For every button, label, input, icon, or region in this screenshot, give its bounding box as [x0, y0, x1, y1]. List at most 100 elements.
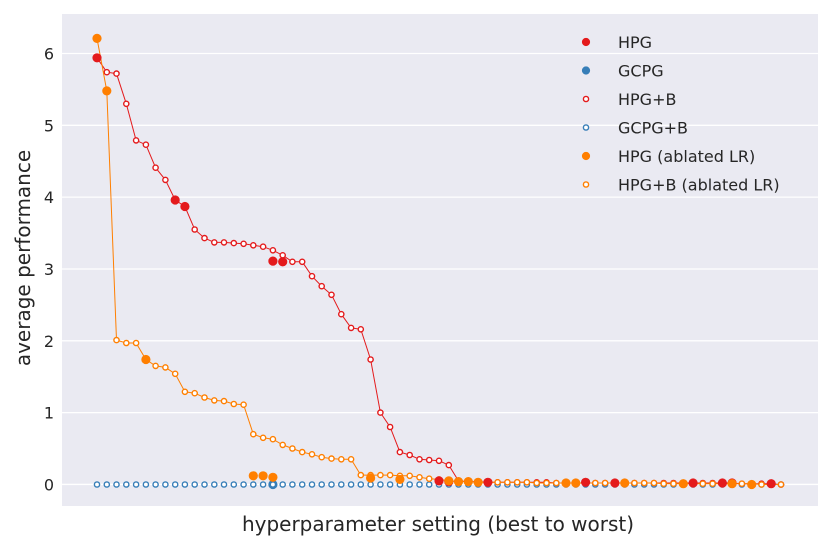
data-point: [396, 448, 404, 456]
data-point: [406, 472, 414, 480]
data-point: [435, 457, 443, 465]
data-point: [123, 100, 130, 108]
data-point: [758, 481, 765, 488]
data-point: [592, 479, 599, 487]
legend-item: HPG+B: [582, 90, 676, 109]
data-point: [279, 251, 287, 259]
data-point: [162, 481, 169, 488]
data-point: [92, 33, 102, 44]
data-point: [318, 282, 326, 290]
data-point: [717, 478, 728, 488]
data-point: [103, 481, 111, 488]
data-point: [191, 226, 198, 233]
data-point: [230, 239, 238, 247]
data-point: [483, 477, 493, 487]
y-tick-label: 0: [44, 475, 54, 494]
data-point: [366, 473, 376, 483]
data-point: [93, 481, 101, 488]
data-point: [123, 481, 130, 488]
data-point: [102, 86, 112, 96]
data-point: [494, 478, 501, 486]
data-point: [298, 258, 306, 266]
data-point: [132, 481, 140, 488]
data-point: [601, 479, 609, 487]
legend: HPG GCPG HPG+B GCPG+B HPG (ablated LR) HPG+B …: [581, 33, 780, 195]
data-point: [141, 354, 151, 365]
y-tick-label: 6: [44, 45, 54, 64]
data-point: [395, 474, 405, 485]
data-point: [201, 394, 208, 401]
data-point: [249, 430, 257, 438]
data-point: [210, 239, 218, 246]
data-point: [386, 471, 394, 479]
data-point: [318, 481, 326, 488]
data-point: [620, 478, 630, 488]
data-point: [377, 409, 384, 416]
legend-label: HPG+B (ablated LR): [618, 176, 780, 195]
legend-item: HPG+B (ablated LR): [582, 176, 780, 195]
data-point: [113, 481, 120, 488]
data-point: [308, 450, 316, 458]
data-point: [230, 400, 238, 408]
data-point: [640, 479, 648, 487]
legend-label: HPG+B: [618, 90, 676, 109]
data-point: [171, 370, 179, 378]
data-point: [162, 364, 169, 371]
data-point: [425, 456, 433, 464]
y-tick-label: 3: [44, 260, 54, 279]
data-point: [210, 481, 218, 488]
data-point: [337, 310, 345, 318]
data-point: [279, 441, 287, 449]
data-point: [259, 243, 267, 250]
data-point: [445, 461, 453, 469]
data-point: [142, 141, 150, 148]
data-point: [279, 481, 287, 488]
data-point: [328, 481, 335, 488]
data-point: [533, 479, 541, 487]
y-tick-label: 2: [44, 332, 54, 351]
data-point: [201, 234, 208, 242]
plot-background: [62, 14, 818, 506]
data-point: [220, 239, 228, 246]
data-point: [152, 481, 159, 488]
data-point: [289, 445, 296, 452]
data-point: [738, 480, 746, 488]
data-point: [298, 481, 306, 488]
data-point: [561, 478, 571, 488]
data-point: [386, 481, 394, 488]
data-point: [191, 481, 198, 488]
data-point: [142, 481, 150, 488]
data-point: [377, 481, 384, 488]
data-point: [357, 481, 365, 488]
data-point: [347, 455, 355, 463]
data-point: [377, 471, 384, 479]
legend-marker: [581, 66, 591, 75]
data-point: [347, 324, 355, 332]
data-point: [278, 257, 288, 267]
data-point: [543, 479, 550, 487]
data-point: [248, 471, 258, 481]
data-point: [132, 137, 140, 144]
data-point: [367, 481, 374, 488]
y-tick-label: 5: [44, 116, 54, 135]
x-axis-label: hyperparameter setting (best to worst): [242, 512, 634, 536]
data-point: [678, 479, 688, 489]
data-point: [416, 473, 423, 481]
data-point: [268, 472, 278, 482]
y-tick-label: 4: [44, 188, 54, 207]
data-point: [523, 478, 531, 486]
data-point: [269, 246, 277, 254]
data-point: [259, 434, 267, 442]
data-point: [553, 479, 560, 487]
data-point: [249, 241, 257, 249]
data-point: [240, 240, 247, 248]
data-point: [766, 479, 776, 489]
data-point: [92, 53, 102, 63]
data-point: [289, 258, 296, 266]
data-point: [298, 448, 306, 456]
legend-label: GCPG: [618, 62, 664, 81]
legend-item: GCPG+B: [582, 119, 688, 138]
data-point: [318, 453, 326, 461]
data-point: [113, 336, 120, 344]
